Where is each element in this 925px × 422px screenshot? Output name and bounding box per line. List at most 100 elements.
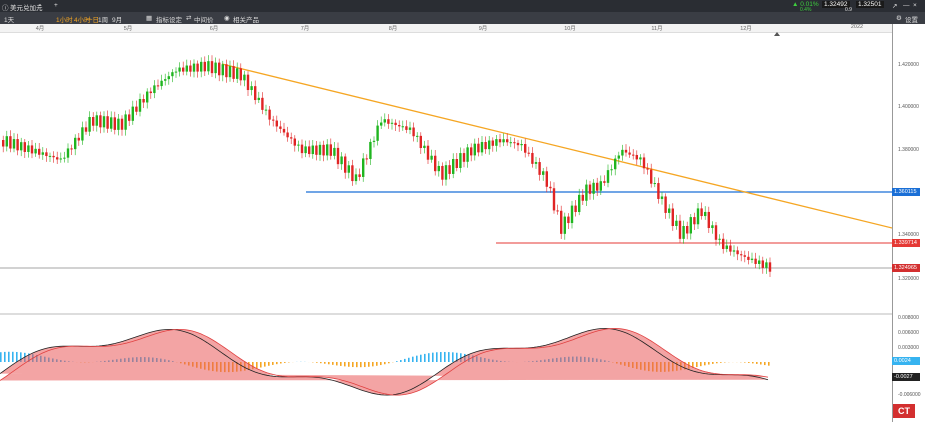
macd-bar <box>360 362 362 368</box>
candle <box>59 158 62 160</box>
search-icon[interactable]: ⌕ <box>38 2 42 9</box>
candle <box>128 114 131 121</box>
macd-bar <box>760 362 762 365</box>
indicator-icon[interactable]: ▦ <box>146 15 153 22</box>
symbol-name[interactable]: 美元兑加元 <box>10 5 43 12</box>
candle <box>484 142 487 150</box>
candle <box>621 149 624 156</box>
candle <box>336 147 340 165</box>
candle <box>380 122 383 126</box>
candle <box>246 74 250 91</box>
macd-bar <box>20 352 22 362</box>
candle <box>120 118 124 130</box>
time-tick: 2022 <box>850 24 864 30</box>
macd-bar <box>0 352 2 362</box>
candle <box>754 258 757 264</box>
candle <box>30 145 34 154</box>
bid-price[interactable]: 1.32492 <box>822 1 850 8</box>
close-icon[interactable]: × <box>913 2 917 9</box>
candle <box>462 153 466 162</box>
candle <box>293 138 296 146</box>
timeframe-1w[interactable]: 1周 <box>98 17 109 24</box>
candle <box>297 144 300 146</box>
price-label: 1.320000 <box>898 276 919 282</box>
candle <box>506 139 509 143</box>
candle <box>113 117 116 130</box>
eye-icon[interactable]: ◉ <box>224 15 230 22</box>
time-tick: 9月 <box>478 26 488 32</box>
candle <box>38 148 41 155</box>
candle <box>671 208 674 227</box>
macd-bar <box>716 362 718 364</box>
candle <box>275 120 278 127</box>
candle <box>660 196 664 199</box>
candle <box>203 61 206 72</box>
candle <box>34 148 37 154</box>
timeframe-1h[interactable]: 1小时 <box>56 17 73 24</box>
candle <box>228 66 232 78</box>
candle <box>178 67 181 72</box>
macd-bar <box>700 362 702 367</box>
scroll-marker-icon[interactable] <box>774 32 780 36</box>
candle <box>401 126 404 128</box>
candle <box>77 137 80 141</box>
candle <box>383 119 386 123</box>
candle <box>574 205 577 213</box>
ask-price[interactable]: 1.32501 <box>856 1 884 8</box>
macd-fill <box>0 328 768 396</box>
trendline[interactable] <box>221 63 893 229</box>
candle <box>146 91 149 103</box>
candle <box>711 225 714 229</box>
candle <box>592 182 595 194</box>
candle <box>171 72 174 77</box>
candle <box>117 118 120 130</box>
settings-button[interactable]: 设置 <box>905 17 918 24</box>
minimize-icon[interactable]: — <box>903 2 910 9</box>
timeframe-9m[interactable]: 9月 <box>112 17 123 24</box>
gear-icon[interactable]: ⚙ <box>896 15 902 22</box>
time-tick: 4月 <box>35 26 45 32</box>
candle <box>552 188 556 211</box>
candle <box>686 226 689 234</box>
candle <box>700 208 703 217</box>
candle <box>736 250 739 255</box>
macd-badge: -0.0027 <box>892 373 920 381</box>
candle <box>707 211 710 229</box>
time-tick: 12月 <box>740 26 752 32</box>
candle <box>398 125 401 127</box>
timeframe-1d[interactable]: 一日 <box>86 17 99 24</box>
candle <box>498 139 502 143</box>
midprice-button[interactable]: 中间价 <box>194 17 214 24</box>
add-tab-button[interactable]: + <box>54 2 58 9</box>
info-circle-icon[interactable]: ⓘ <box>2 5 9 12</box>
macd-bar <box>704 362 706 366</box>
candle <box>534 162 538 164</box>
macd-bar <box>4 351 6 362</box>
chart-toolbar: 1天 1小时 4小时 一日 1周 9月 ▦ 指标设定 ⇄ 中间价 ◉ 相关产品 … <box>0 12 925 24</box>
period-selector[interactable]: 1天 <box>4 17 15 24</box>
macd-bar <box>752 362 754 364</box>
indicator-settings-button[interactable]: 指标设定 <box>156 17 182 24</box>
macd-bar <box>372 362 374 367</box>
candle <box>124 114 127 130</box>
macd-line <box>0 327 769 396</box>
candle <box>192 63 196 72</box>
related-products-button[interactable]: 相关产品 <box>233 17 259 24</box>
signal-line <box>0 327 769 396</box>
macd-bar <box>328 362 330 365</box>
candle <box>635 154 638 160</box>
signal-badge: 0.0024 <box>892 357 920 365</box>
macd-bar <box>332 362 334 365</box>
candle <box>207 61 210 72</box>
timeframe-4h[interactable]: 4小时 <box>74 17 91 24</box>
macd-bar <box>8 351 10 362</box>
macd-bar <box>324 362 326 364</box>
candle <box>12 139 16 149</box>
candle <box>70 148 73 150</box>
midprice-icon[interactable]: ⇄ <box>186 15 192 22</box>
popout-icon[interactable]: ↗ <box>892 3 898 10</box>
macd-label: -0.006000 <box>898 392 921 398</box>
macd-bar <box>748 362 750 363</box>
candle <box>614 158 617 170</box>
